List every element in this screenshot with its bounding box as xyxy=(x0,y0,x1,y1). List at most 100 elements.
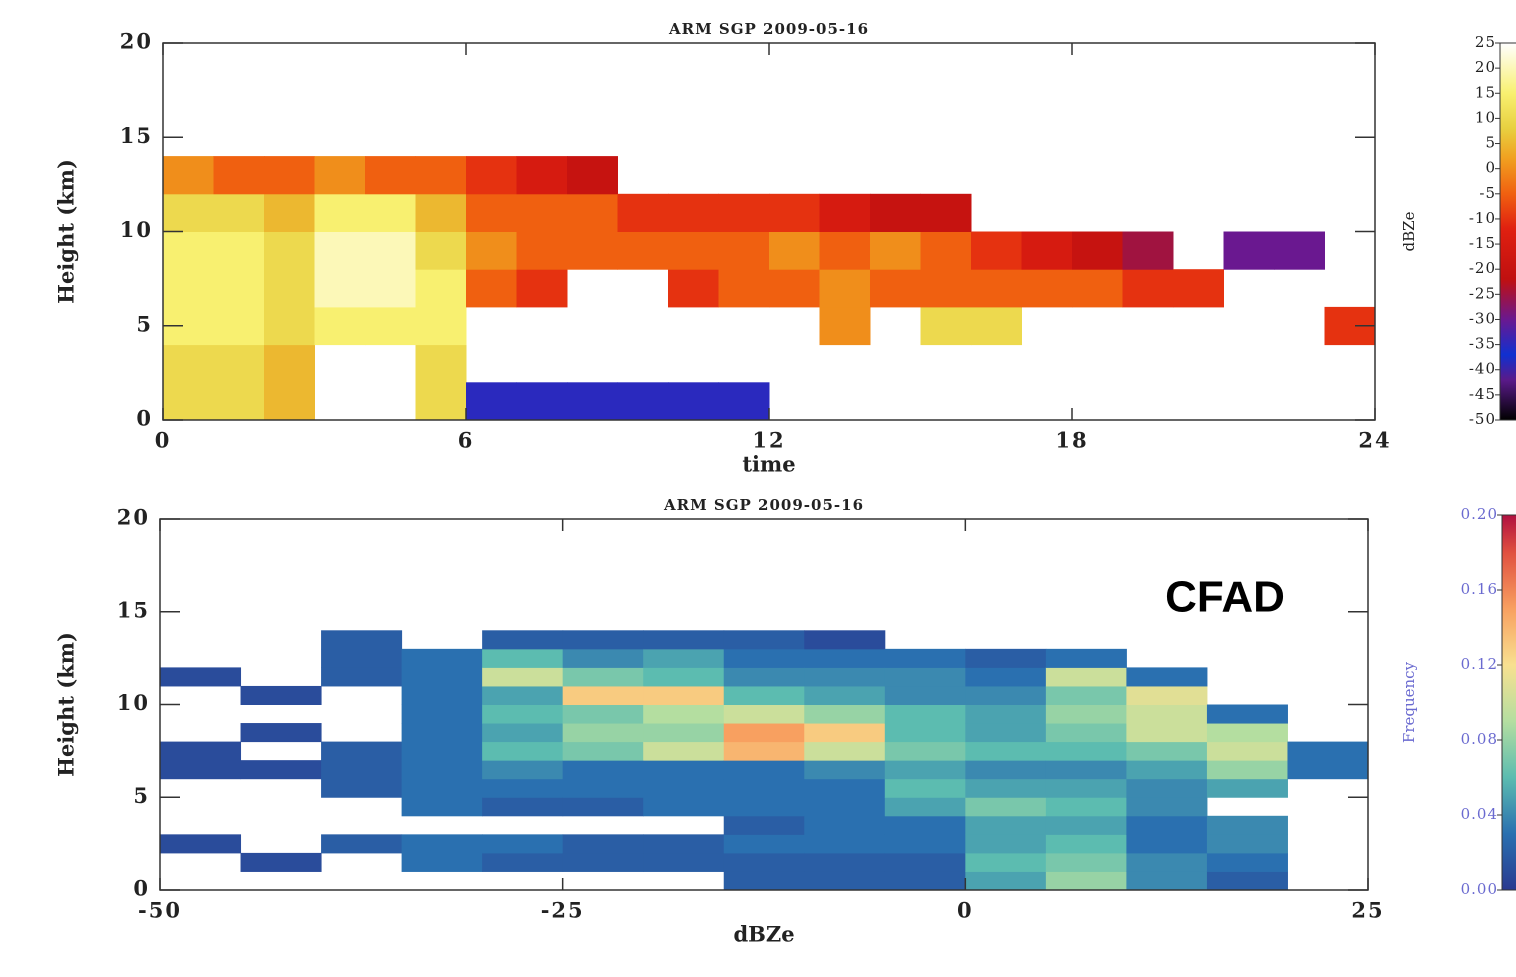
x-tick-label: 6 xyxy=(458,428,475,453)
heat-cell xyxy=(1046,760,1127,779)
heat-cell xyxy=(618,194,669,232)
heat-cell xyxy=(870,194,921,232)
heat-cell xyxy=(482,760,563,779)
heat-cell xyxy=(1126,667,1207,686)
colorbar-tick-label: 0.04 xyxy=(1461,805,1498,823)
heat-cell xyxy=(820,232,871,270)
heat-cell xyxy=(1046,705,1127,724)
heat-cell xyxy=(1123,269,1174,307)
heat-cell xyxy=(321,630,402,649)
colorbar-tick-label: 0.08 xyxy=(1461,730,1498,748)
heat-cell xyxy=(482,649,563,668)
heat-cell xyxy=(1207,853,1288,872)
heat-cell xyxy=(416,232,467,270)
x-axis-label: dBZe xyxy=(733,922,794,947)
heat-cell xyxy=(402,853,483,872)
heat-cell xyxy=(668,269,719,307)
heat-cell xyxy=(643,705,724,724)
heat-cell xyxy=(482,723,563,742)
heat-cell xyxy=(643,630,724,649)
colorbar-tick-label: 25 xyxy=(1475,33,1496,51)
colorbar-tick-label: -10 xyxy=(1469,209,1496,227)
heat-cell xyxy=(567,194,618,232)
colorbar-tick-label: -20 xyxy=(1469,259,1496,277)
heat-cell xyxy=(965,667,1046,686)
heat-cell xyxy=(416,307,467,345)
heat-cell xyxy=(1046,742,1127,761)
heat-cell xyxy=(264,345,315,383)
heat-cell xyxy=(724,797,805,816)
heat-cell xyxy=(214,382,265,420)
heat-cell xyxy=(804,667,885,686)
y-tick-label: 5 xyxy=(136,311,153,336)
heat-cell xyxy=(315,156,366,194)
y-axis-label: Height (km) xyxy=(54,632,79,777)
heat-cell xyxy=(724,649,805,668)
heat-cell xyxy=(563,834,644,853)
heat-cell xyxy=(1126,853,1207,872)
heat-cell xyxy=(402,760,483,779)
heat-cell xyxy=(563,797,644,816)
heat-cell xyxy=(1126,797,1207,816)
colorbar-tick-label: 15 xyxy=(1475,83,1496,101)
heat-cell xyxy=(643,742,724,761)
heat-cell xyxy=(160,834,241,853)
heat-cell xyxy=(163,345,214,383)
heat-cell xyxy=(965,853,1046,872)
colorbar-label: Frequency xyxy=(1400,661,1418,743)
heat-cell xyxy=(724,853,805,872)
heat-cell xyxy=(1207,834,1288,853)
heat-cell xyxy=(482,742,563,761)
colorbar-label: dBZe xyxy=(1400,211,1418,251)
heat-cell xyxy=(1207,871,1288,890)
heat-cell xyxy=(321,760,402,779)
heat-cell xyxy=(563,630,644,649)
x-tick-label: 18 xyxy=(1055,428,1088,453)
heat-cell xyxy=(804,742,885,761)
heat-cell xyxy=(804,816,885,835)
x-axis-label: time xyxy=(742,452,795,477)
heat-cell xyxy=(163,382,214,420)
heat-cell xyxy=(804,871,885,890)
chart-title: ARM SGP 2009-05-16 xyxy=(668,20,869,38)
heat-cell xyxy=(416,194,467,232)
heat-cell xyxy=(321,779,402,798)
heat-cell xyxy=(517,232,568,270)
heat-cell xyxy=(965,760,1046,779)
heat-cell xyxy=(1046,649,1127,668)
heat-cell xyxy=(885,705,966,724)
heat-cell xyxy=(885,834,966,853)
heat-cell xyxy=(264,382,315,420)
heat-cell xyxy=(567,382,618,420)
heat-cell xyxy=(804,779,885,798)
heat-cell xyxy=(885,723,966,742)
heat-cell xyxy=(643,723,724,742)
heat-cell xyxy=(241,853,322,872)
heat-cell xyxy=(160,760,241,779)
heat-cell xyxy=(1207,816,1288,835)
x-tick-label: 24 xyxy=(1358,428,1391,453)
colorbar-tick-label: -40 xyxy=(1469,360,1496,378)
heat-cell xyxy=(482,779,563,798)
x-tick-label: 0 xyxy=(957,898,974,923)
y-tick-label: 20 xyxy=(117,505,150,530)
heat-cell xyxy=(965,649,1046,668)
heat-cell xyxy=(1123,232,1174,270)
heat-cell xyxy=(1274,232,1325,270)
heat-cell xyxy=(482,853,563,872)
heat-cell xyxy=(885,649,966,668)
heat-cell xyxy=(668,194,719,232)
heat-cell xyxy=(921,232,972,270)
heat-cell xyxy=(1126,871,1207,890)
heat-cell xyxy=(643,834,724,853)
heat-cell xyxy=(724,816,805,835)
heat-cell xyxy=(563,705,644,724)
heat-cell xyxy=(769,232,820,270)
heat-cell xyxy=(567,232,618,270)
heat-cell xyxy=(618,232,669,270)
heat-cell xyxy=(466,269,517,307)
heat-cell xyxy=(885,816,966,835)
heat-cell xyxy=(921,269,972,307)
heat-cell xyxy=(804,649,885,668)
